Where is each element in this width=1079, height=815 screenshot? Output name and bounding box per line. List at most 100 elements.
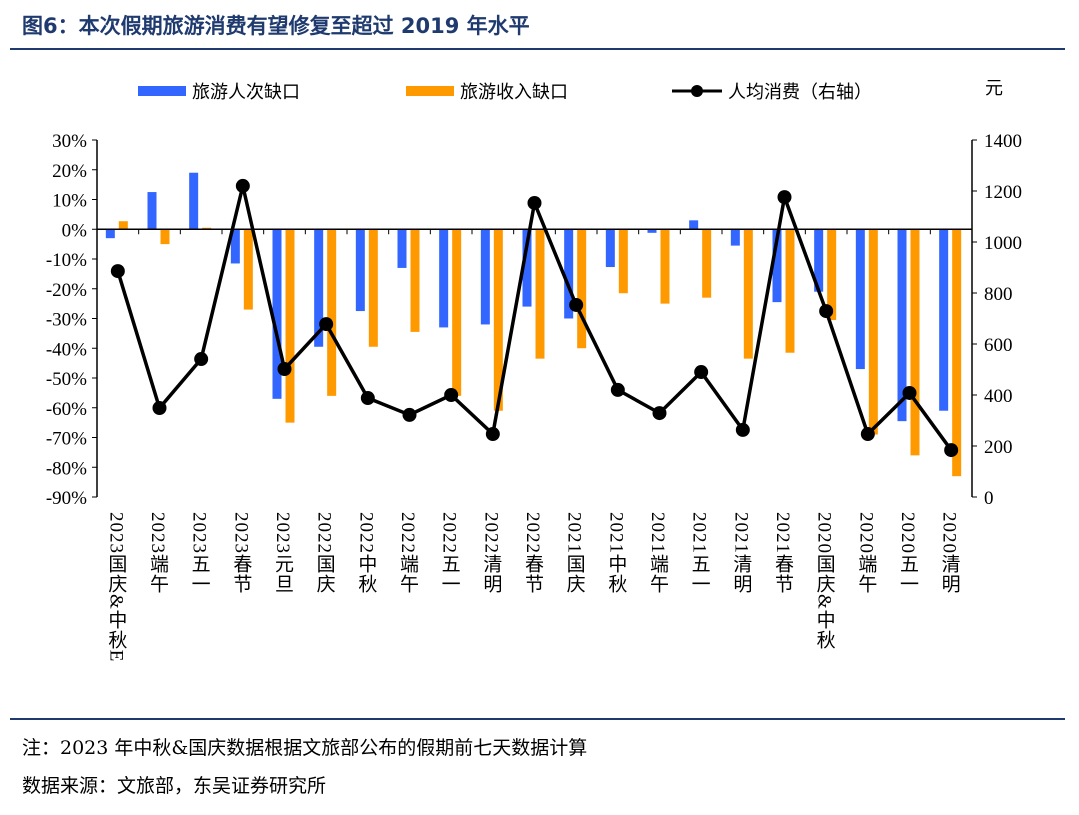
bar-visitors-gap (230, 229, 240, 264)
bar-visitors-gap (147, 192, 157, 230)
legend-label: 旅游收入缺口 (460, 82, 568, 103)
x-tick-label: 2022中秋 (355, 512, 377, 594)
bar-visitors-gap (522, 229, 532, 307)
x-tick-label: 2021中秋 (605, 512, 627, 594)
bar-revenue-gap (952, 229, 962, 477)
bar-visitors-gap (730, 229, 740, 246)
bar-visitors-gap (314, 229, 324, 347)
bar-visitors-gap (480, 229, 490, 325)
bar-revenue-gap (160, 229, 170, 245)
x-tick-label: 2020端午 (855, 512, 877, 594)
right-tick-label: 800 (984, 284, 1013, 305)
legend-item-revenue: 旅游收入缺口 (406, 78, 568, 104)
legend-label: 旅游人次缺口 (192, 82, 300, 103)
bar-visitors-gap (855, 229, 865, 370)
x-tick-label: 2023端午 (147, 512, 169, 594)
bar-visitors-gap (647, 229, 657, 233)
x-tick-label: 2023国庆&中秋E (105, 512, 127, 662)
x-tick-label: 2022端午 (397, 512, 419, 594)
x-tick-label: 2021清明 (730, 512, 752, 594)
bar-revenue-gap (535, 229, 545, 359)
right-tick-label: 1200 (984, 182, 1022, 203)
bar-revenue-gap (493, 229, 503, 411)
per-capita-point (402, 407, 417, 422)
legend-swatch (138, 86, 186, 96)
per-capita-point (819, 304, 834, 319)
bar-revenue-gap (660, 229, 670, 304)
left-tick-label: -80% (46, 458, 87, 479)
bar-revenue-gap (577, 229, 587, 349)
per-capita-point (860, 427, 875, 442)
per-capita-point (610, 382, 625, 397)
x-tick-label: 2020清明 (939, 512, 961, 594)
bar-revenue-gap (452, 229, 462, 396)
bar-revenue-gap (618, 229, 628, 294)
per-capita-point (110, 264, 125, 279)
chart-area: 30% 20% 10% 0% -10% -20% -30% -40% -50% -60% -70% -… (46, 131, 1022, 662)
source-note: 数据来源：文旅部，东吴证券研究所 (22, 775, 327, 797)
bar-visitors-gap (564, 229, 574, 319)
left-tick-label: -50% (46, 369, 87, 390)
left-tick-label: 0% (62, 220, 88, 241)
right-tick-label: 600 (984, 335, 1013, 356)
x-tick-label: 2023春节 (230, 512, 252, 594)
bar-visitors-gap (105, 229, 115, 239)
bar-visitors-gap (272, 229, 282, 399)
x-tick-label: 2022国庆 (314, 512, 336, 594)
legend-label: 人均消费（右轴） (728, 82, 872, 103)
bar-revenue-gap (785, 229, 795, 353)
bar-revenue-gap (118, 221, 128, 230)
right-tick-label: 200 (984, 437, 1013, 458)
bar-visitors-gap (689, 220, 699, 230)
bar-visitors-gap (439, 229, 449, 328)
per-capita-point (735, 422, 750, 437)
right-tick-label: 400 (984, 386, 1013, 407)
right-tick-label: 1400 (984, 131, 1022, 152)
left-tick-label: -20% (46, 280, 87, 301)
legend-swatch (406, 86, 454, 96)
per-capita-point (944, 443, 959, 458)
bar-visitors-gap (355, 229, 365, 312)
x-tick-label: 2022清明 (480, 512, 502, 594)
x-tick-label: 2021五一 (689, 512, 711, 594)
bar-revenue-gap (410, 229, 420, 332)
bar-revenue-gap (827, 229, 837, 320)
per-capita-point (694, 365, 709, 380)
per-capita-point (902, 385, 917, 400)
footnote: 注：2023 年中秋&国庆数据根据文旅部公布的假期前七天数据计算 (22, 737, 588, 759)
per-capita-point (444, 388, 459, 402)
bar-visitors-gap (772, 229, 782, 303)
x-tick-label: 2022春节 (522, 512, 544, 594)
per-capita-point (194, 352, 209, 367)
title-rule (10, 48, 1065, 50)
right-tick-label: 0 (984, 488, 994, 509)
left-tick-label: 10% (52, 191, 87, 212)
bar-visitors-gap (814, 229, 824, 292)
per-capita-point (360, 391, 375, 406)
per-capita-point (485, 427, 500, 442)
right-tick-label: 1000 (984, 233, 1022, 254)
per-capita-point (152, 401, 167, 416)
left-tick-label: -40% (46, 339, 87, 360)
x-tick-label: 2023五一 (189, 512, 211, 594)
left-tick-label: -90% (46, 488, 87, 509)
legend-line-marker (672, 85, 722, 97)
bar-revenue-gap (368, 229, 378, 347)
left-tick-label: 30% (52, 131, 87, 152)
left-tick-label: -30% (46, 310, 87, 331)
left-tick-label: -60% (46, 399, 87, 420)
bar-revenue-gap (743, 229, 753, 359)
per-capita-point (277, 361, 292, 376)
per-capita-point (652, 406, 667, 421)
per-capita-point (235, 178, 250, 193)
x-tick-label: 2020五一 (897, 512, 919, 594)
x-tick-label: 2020国庆&中秋 (814, 512, 836, 650)
bar-revenue-gap (327, 229, 337, 396)
per-capita-point (319, 317, 334, 332)
bar-revenue-gap (285, 229, 295, 423)
x-tick-label: 2022五一 (439, 512, 461, 594)
bar-revenue-gap (243, 229, 253, 310)
x-tick-label: 2021端午 (647, 512, 669, 594)
legend-item-visitors: 旅游人次缺口 (138, 78, 300, 104)
